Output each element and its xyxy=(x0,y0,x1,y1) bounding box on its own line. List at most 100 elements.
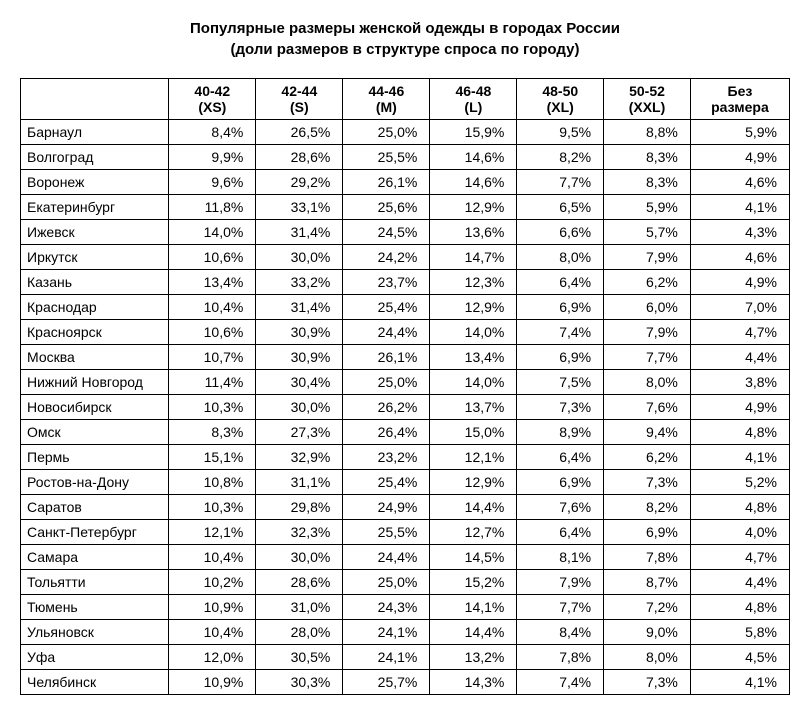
value-cell: 8,0% xyxy=(604,370,691,395)
city-cell: Челябинск xyxy=(21,670,169,695)
value-cell: 4,7% xyxy=(690,545,789,570)
value-cell: 12,9% xyxy=(430,195,517,220)
value-cell: 7,5% xyxy=(517,370,604,395)
value-cell: 12,0% xyxy=(169,645,256,670)
value-cell: 10,4% xyxy=(169,295,256,320)
value-cell: 14,0% xyxy=(169,220,256,245)
value-cell: 31,1% xyxy=(256,470,343,495)
data-table: 40-42(XS)42-44(S)44-46(M)46-48(L)48-50(X… xyxy=(20,78,790,695)
value-cell: 10,4% xyxy=(169,545,256,570)
table-row: Омск8,3%27,3%26,4%15,0%8,9%9,4%4,8% xyxy=(21,420,790,445)
value-cell: 4,1% xyxy=(690,445,789,470)
value-cell: 26,2% xyxy=(343,395,430,420)
value-cell: 26,4% xyxy=(343,420,430,445)
value-cell: 4,1% xyxy=(690,670,789,695)
value-cell: 4,9% xyxy=(690,145,789,170)
value-cell: 15,0% xyxy=(430,420,517,445)
city-cell: Барнаул xyxy=(21,120,169,145)
header-col-0: 40-42(XS) xyxy=(169,79,256,120)
value-cell: 14,0% xyxy=(430,320,517,345)
value-cell: 7,9% xyxy=(604,245,691,270)
table-row: Челябинск10,9%30,3%25,7%14,3%7,4%7,3%4,1… xyxy=(21,670,790,695)
value-cell: 3,8% xyxy=(690,370,789,395)
value-cell: 9,0% xyxy=(604,620,691,645)
value-cell: 10,2% xyxy=(169,570,256,595)
value-cell: 14,5% xyxy=(430,545,517,570)
value-cell: 6,9% xyxy=(517,345,604,370)
value-cell: 10,9% xyxy=(169,595,256,620)
value-cell: 13,4% xyxy=(430,345,517,370)
value-cell: 30,0% xyxy=(256,395,343,420)
table-row: Уфа12,0%30,5%24,1%13,2%7,8%8,0%4,5% xyxy=(21,645,790,670)
value-cell: 12,1% xyxy=(169,520,256,545)
header-col-line2: размера xyxy=(699,99,781,115)
value-cell: 12,9% xyxy=(430,295,517,320)
value-cell: 7,6% xyxy=(604,395,691,420)
value-cell: 24,2% xyxy=(343,245,430,270)
city-cell: Саратов xyxy=(21,495,169,520)
value-cell: 6,9% xyxy=(604,520,691,545)
value-cell: 6,6% xyxy=(517,220,604,245)
value-cell: 8,7% xyxy=(604,570,691,595)
value-cell: 5,9% xyxy=(690,120,789,145)
value-cell: 10,3% xyxy=(169,395,256,420)
value-cell: 10,4% xyxy=(169,620,256,645)
value-cell: 9,5% xyxy=(517,120,604,145)
value-cell: 4,9% xyxy=(690,270,789,295)
value-cell: 9,9% xyxy=(169,145,256,170)
table-subtitle: (доли размеров в структуре спроса по гор… xyxy=(20,41,790,58)
header-col-line2: (XL) xyxy=(525,99,595,115)
value-cell: 14,6% xyxy=(430,170,517,195)
city-cell: Тюмень xyxy=(21,595,169,620)
city-cell: Пермь xyxy=(21,445,169,470)
value-cell: 24,4% xyxy=(343,320,430,345)
value-cell: 8,1% xyxy=(517,545,604,570)
header-col-2: 44-46(M) xyxy=(343,79,430,120)
value-cell: 23,7% xyxy=(343,270,430,295)
city-cell: Ульяновск xyxy=(21,620,169,645)
value-cell: 29,8% xyxy=(256,495,343,520)
value-cell: 5,8% xyxy=(690,620,789,645)
value-cell: 4,3% xyxy=(690,220,789,245)
header-col-line2: (XS) xyxy=(177,99,247,115)
value-cell: 8,4% xyxy=(169,120,256,145)
value-cell: 6,0% xyxy=(604,295,691,320)
value-cell: 4,9% xyxy=(690,395,789,420)
city-cell: Екатеринбург xyxy=(21,195,169,220)
value-cell: 4,0% xyxy=(690,520,789,545)
value-cell: 8,0% xyxy=(517,245,604,270)
header-col-line1: 40-42 xyxy=(177,83,247,99)
value-cell: 6,4% xyxy=(517,520,604,545)
city-cell: Волгоград xyxy=(21,145,169,170)
value-cell: 12,3% xyxy=(430,270,517,295)
value-cell: 4,5% xyxy=(690,645,789,670)
value-cell: 25,0% xyxy=(343,370,430,395)
header-city xyxy=(21,79,169,120)
table-row: Воронеж9,6%29,2%26,1%14,6%7,7%8,3%4,6% xyxy=(21,170,790,195)
value-cell: 15,9% xyxy=(430,120,517,145)
value-cell: 9,6% xyxy=(169,170,256,195)
value-cell: 7,3% xyxy=(517,395,604,420)
value-cell: 4,7% xyxy=(690,320,789,345)
value-cell: 31,0% xyxy=(256,595,343,620)
table-row: Иркутск10,6%30,0%24,2%14,7%8,0%7,9%4,6% xyxy=(21,245,790,270)
header-col-line2: (XXL) xyxy=(612,99,682,115)
value-cell: 14,6% xyxy=(430,145,517,170)
city-cell: Казань xyxy=(21,270,169,295)
value-cell: 30,9% xyxy=(256,345,343,370)
value-cell: 7,8% xyxy=(604,545,691,570)
value-cell: 6,9% xyxy=(517,470,604,495)
value-cell: 30,0% xyxy=(256,545,343,570)
city-cell: Новосибирск xyxy=(21,395,169,420)
value-cell: 7,4% xyxy=(517,670,604,695)
value-cell: 5,7% xyxy=(604,220,691,245)
value-cell: 25,0% xyxy=(343,570,430,595)
city-cell: Уфа xyxy=(21,645,169,670)
value-cell: 4,8% xyxy=(690,495,789,520)
header-col-5: 50-52(XXL) xyxy=(604,79,691,120)
value-cell: 7,7% xyxy=(604,345,691,370)
value-cell: 12,1% xyxy=(430,445,517,470)
value-cell: 28,0% xyxy=(256,620,343,645)
value-cell: 25,5% xyxy=(343,520,430,545)
value-cell: 6,5% xyxy=(517,195,604,220)
